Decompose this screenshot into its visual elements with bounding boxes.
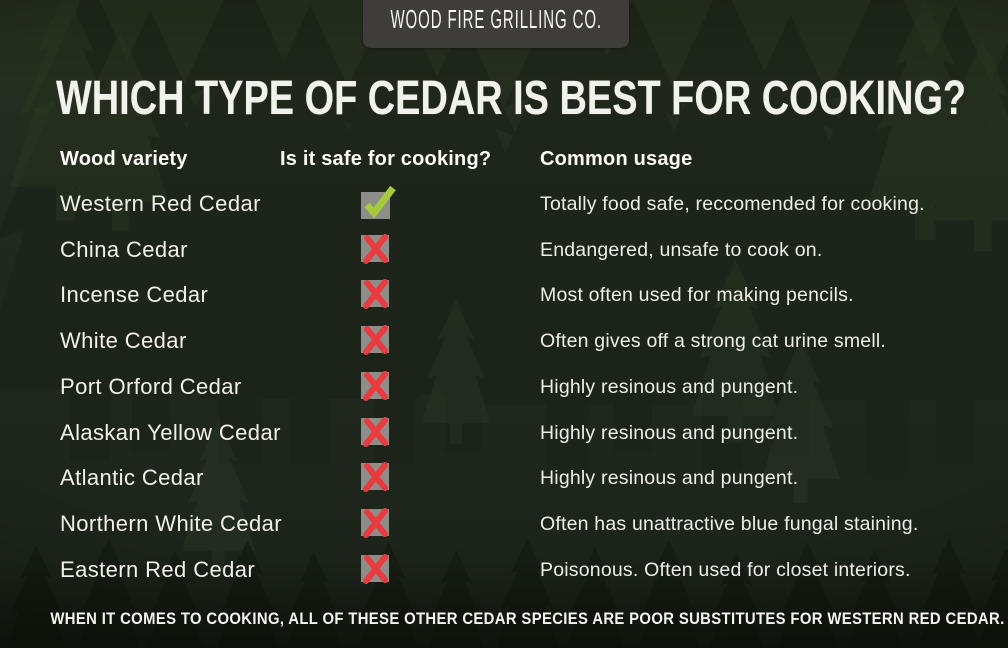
table-row: Incense Cedar Most often used for making… [0, 272, 1008, 318]
safety-icon-cell [358, 412, 398, 454]
wood-variety-cell: Western Red Cedar [60, 191, 261, 216]
table-row: Northern White Cedar Often has unattract… [0, 501, 1008, 547]
wood-variety-cell: Atlantic Cedar [60, 465, 204, 490]
wood-variety-cell: Eastern Red Cedar [60, 557, 256, 582]
table-row: Port Orford Cedar Highly resinous and pu… [0, 364, 1008, 410]
usage-cell: Often gives off a strong cat urine smell… [540, 330, 887, 352]
table-row: Atlantic Cedar Highly resinous and punge… [0, 455, 1008, 501]
safety-icon-cell [358, 503, 398, 545]
usage-cell: Highly resinous and pungent. [540, 422, 799, 444]
safety-icon-cell [358, 183, 398, 225]
usage-cell: Totally food safe, reccomended for cooki… [540, 193, 925, 215]
table-row: White Cedar Often gives off a strong cat… [0, 318, 1008, 364]
usage-cell: Highly resinous and pungent. [540, 376, 799, 398]
cross-icon [361, 462, 389, 492]
page-title: WHICH TYPE OF CEDAR IS BEST FOR COOKING? [56, 72, 967, 125]
wood-variety-cell: Alaskan Yellow Cedar [60, 420, 281, 445]
usage-cell: Highly resinous and pungent. [540, 467, 799, 489]
usage-cell: Often has unattractive blue fungal stain… [540, 513, 919, 535]
wood-variety-cell: White Cedar [60, 328, 187, 353]
cross-icon [361, 279, 389, 309]
wood-variety-cell: China Cedar [60, 237, 188, 262]
usage-cell: Poisonous. Often used for closet interio… [540, 559, 911, 581]
wood-variety-cell: Port Orford Cedar [60, 374, 242, 399]
cross-icon [361, 417, 389, 447]
usage-cell: Endangered, unsafe to cook on. [540, 239, 823, 261]
brand-badge: WOOD FIRE GRILLING CO. [363, 0, 629, 48]
cross-icon [361, 508, 389, 538]
footer-note: WHEN IT COMES TO COOKING, ALL OF THESE O… [50, 610, 1005, 628]
table-row: China Cedar Endangered, unsafe to cook o… [0, 227, 1008, 273]
safety-icon-cell [358, 274, 398, 316]
wood-variety-cell: Northern White Cedar [60, 511, 282, 536]
table-row: Western Red Cedar Totally food safe, rec… [0, 181, 1008, 227]
column-header-wood-variety: Wood variety [60, 148, 188, 170]
cross-icon [361, 371, 389, 401]
cross-icon [361, 554, 389, 584]
brand-name: WOOD FIRE GRILLING CO. [390, 5, 602, 34]
safety-icon-cell [358, 366, 398, 408]
check-icon [361, 185, 396, 219]
table-row: Eastern Red Cedar Poisonous. Often used … [0, 547, 1008, 593]
usage-cell: Most often used for making pencils. [540, 284, 854, 306]
column-header-common-usage: Common usage [540, 148, 693, 170]
cross-icon [361, 234, 389, 264]
safety-icon-cell [358, 457, 398, 499]
cross-icon [361, 325, 389, 355]
column-header-safe: Is it safe for cooking? [280, 148, 492, 170]
table-row: Alaskan Yellow Cedar Highly resinous and… [0, 410, 1008, 456]
wood-variety-cell: Incense Cedar [60, 282, 209, 307]
safety-icon-cell [358, 320, 398, 362]
safety-icon-cell [358, 549, 398, 591]
safety-icon-cell [358, 229, 398, 271]
